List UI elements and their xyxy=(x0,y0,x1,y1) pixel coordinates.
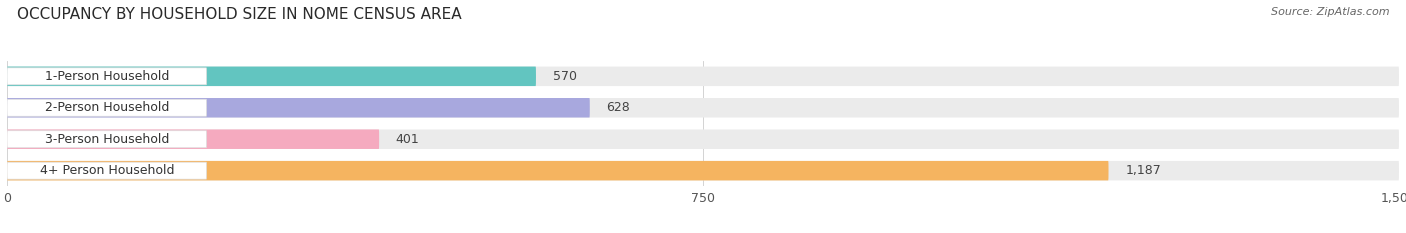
Text: 2-Person Household: 2-Person Household xyxy=(45,101,169,114)
FancyBboxPatch shape xyxy=(7,67,1399,86)
Text: 570: 570 xyxy=(553,70,576,83)
FancyBboxPatch shape xyxy=(7,130,380,149)
FancyBboxPatch shape xyxy=(7,98,1399,117)
Text: 3-Person Household: 3-Person Household xyxy=(45,133,169,146)
Text: 4+ Person Household: 4+ Person Household xyxy=(39,164,174,177)
FancyBboxPatch shape xyxy=(7,161,1108,180)
Text: OCCUPANCY BY HOUSEHOLD SIZE IN NOME CENSUS AREA: OCCUPANCY BY HOUSEHOLD SIZE IN NOME CENS… xyxy=(17,7,461,22)
FancyBboxPatch shape xyxy=(7,68,207,85)
FancyBboxPatch shape xyxy=(7,161,1399,180)
FancyBboxPatch shape xyxy=(7,130,1399,149)
FancyBboxPatch shape xyxy=(7,131,207,148)
Text: Source: ZipAtlas.com: Source: ZipAtlas.com xyxy=(1271,7,1389,17)
Text: 401: 401 xyxy=(396,133,419,146)
Text: 1-Person Household: 1-Person Household xyxy=(45,70,169,83)
Text: 1,187: 1,187 xyxy=(1125,164,1161,177)
FancyBboxPatch shape xyxy=(7,67,536,86)
FancyBboxPatch shape xyxy=(7,99,207,116)
FancyBboxPatch shape xyxy=(7,98,589,117)
Text: 628: 628 xyxy=(606,101,630,114)
FancyBboxPatch shape xyxy=(7,162,207,179)
